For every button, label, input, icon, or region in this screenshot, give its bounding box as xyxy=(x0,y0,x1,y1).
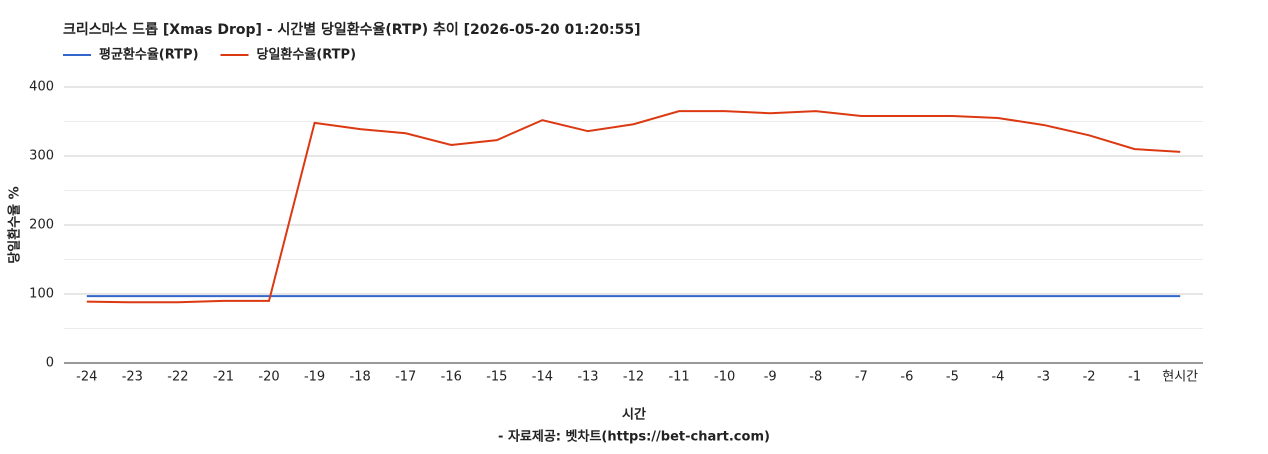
x-tick-label: -12 xyxy=(623,370,644,385)
x-tick-label: -8 xyxy=(809,370,822,385)
y-tick-label: 100 xyxy=(29,287,54,302)
x-tick-label: -16 xyxy=(441,370,462,385)
x-tick-label: -17 xyxy=(395,370,416,385)
x-tick-label: -7 xyxy=(855,370,868,385)
x-tick-label: -19 xyxy=(304,370,325,385)
x-tick-label: -3 xyxy=(1037,370,1050,385)
x-tick-label: -24 xyxy=(76,370,97,385)
chart-title: 크리스마스 드롭 [Xmas Drop] - 시간별 당일환수율(RTP) 추이… xyxy=(63,21,641,38)
y-tick-label: 300 xyxy=(29,149,54,164)
x-tick-label: -23 xyxy=(122,370,143,385)
x-axis-label: 시간 xyxy=(622,407,646,423)
y-axis-label: 당일환수율 % xyxy=(7,186,23,263)
x-tick-label: -6 xyxy=(900,370,913,385)
y-tick-label: 0 xyxy=(46,356,54,371)
x-tick-label: -10 xyxy=(714,370,735,385)
x-tick-label: -13 xyxy=(577,370,598,385)
x-tick-label: -4 xyxy=(991,370,1004,385)
legend-label: 당일환수율(RTP) xyxy=(257,47,357,63)
x-tick-label: -14 xyxy=(532,370,553,385)
x-tick-label: -21 xyxy=(213,370,234,385)
x-tick-label: -1 xyxy=(1128,370,1141,385)
x-tick-label: -15 xyxy=(486,370,507,385)
x-tick-label: -22 xyxy=(167,370,188,385)
x-tick-label: -5 xyxy=(946,370,959,385)
x-tick-label: -20 xyxy=(258,370,279,385)
y-tick-label: 200 xyxy=(29,218,54,233)
x-tick-label: -18 xyxy=(350,370,371,385)
source: - 자료제공: 벳차트(https://bet-chart.com) xyxy=(498,429,770,445)
y-tick-label: 400 xyxy=(29,80,54,95)
x-tick-label: -9 xyxy=(764,370,777,385)
series-line xyxy=(86,110,1181,304)
x-tick-label: -2 xyxy=(1083,370,1096,385)
legend-label: 평균환수율(RTP) xyxy=(99,47,199,63)
x-tick-label: 현시간 xyxy=(1162,370,1198,385)
x-tick-label: -11 xyxy=(668,370,689,385)
